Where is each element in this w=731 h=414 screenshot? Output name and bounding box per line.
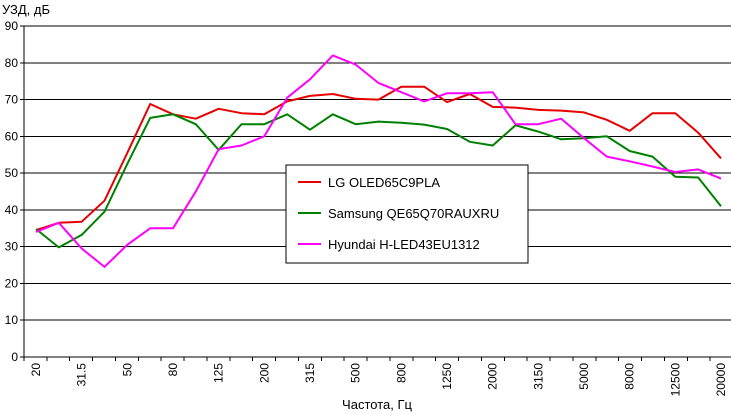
x-tick-label-8000: 8000: [623, 363, 637, 390]
y-tick-label-20: 20: [5, 276, 19, 290]
legend: LG OLED65C9PLA Samsung QE65Q70RAUXRU Hyu…: [285, 164, 529, 264]
x-tick-label-5000: 5000: [577, 363, 591, 390]
y-tick-label-10: 10: [5, 313, 19, 327]
y-tick-label-70: 70: [5, 93, 19, 107]
y-axis-label: УЗД, дБ: [2, 2, 50, 17]
y-tick-label-80: 80: [5, 56, 19, 70]
x-tick-label-1250: 1250: [440, 363, 454, 390]
legend-box: [285, 164, 529, 264]
x-tick-label-500: 500: [349, 363, 363, 383]
x-tick-labels: 20 31.5 50 80 125 200 315 500 800 1250 2000 3150 500…: [29, 363, 728, 397]
x-axis-label: Частота, Гц: [342, 397, 412, 412]
y-tick-label-90: 90: [5, 19, 19, 33]
x-tick-label-2000: 2000: [486, 363, 500, 390]
y-tick-label-40: 40: [5, 203, 19, 217]
x-tick-label-800: 800: [394, 363, 408, 383]
series-group: [35, 54, 722, 268]
y-tick-label-50: 50: [5, 166, 19, 180]
series-line-0: [35, 85, 722, 232]
series-line-1: [35, 113, 722, 249]
y-tick-label-60: 60: [5, 129, 19, 143]
x-tick-label-31.5: 31.5: [75, 363, 89, 387]
legend-label-samsung: Samsung QE65Q70RAUXRU: [328, 206, 499, 221]
axes: [23, 26, 731, 361]
legend-label-hyundai: Hyundai H-LED43EU1312: [328, 237, 480, 252]
series-line-2: [35, 54, 722, 268]
y-tick-label-30: 30: [5, 240, 19, 254]
legend-label-lg: LG OLED65C9PLA: [328, 175, 440, 190]
x-tick-label-3150: 3150: [531, 363, 545, 390]
x-tick-label-125: 125: [212, 363, 226, 383]
y-tick-label-0: 0: [11, 350, 18, 364]
x-tick-label-12500: 12500: [668, 363, 682, 397]
x-tick-label-20: 20: [29, 363, 43, 377]
x-tick-label-200: 200: [257, 363, 271, 383]
x-tick-label-50: 50: [120, 363, 134, 377]
y-tick-labels: 0 10 20 30 40 50 60 70 80 90: [5, 19, 19, 364]
x-tick-label-20000: 20000: [714, 363, 728, 397]
x-tick-label-80: 80: [166, 363, 180, 377]
x-tick-label-315: 315: [303, 363, 317, 383]
